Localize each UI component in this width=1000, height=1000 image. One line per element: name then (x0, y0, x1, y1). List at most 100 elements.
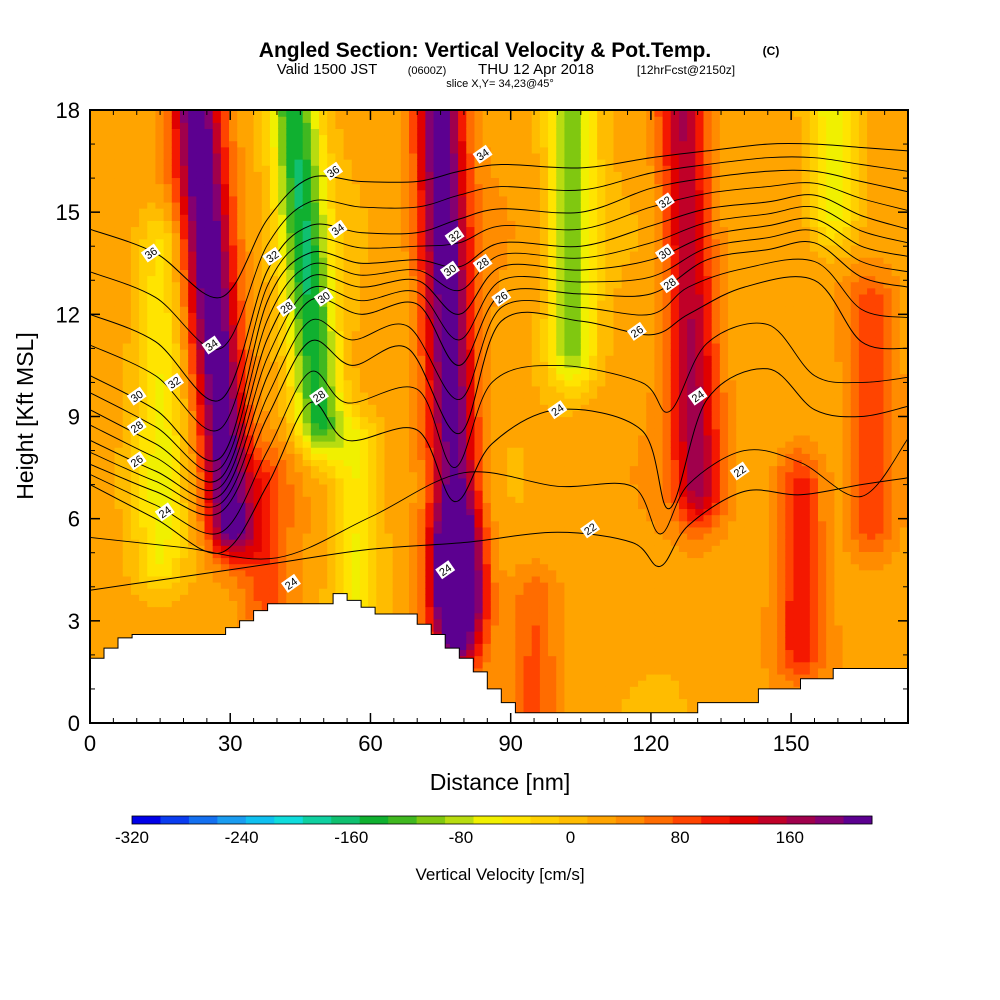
velocity-cell (319, 201, 328, 209)
velocity-cell (179, 588, 189, 595)
velocity-cell (319, 422, 328, 430)
velocity-cell (417, 128, 426, 136)
velocity-cell (343, 508, 353, 516)
velocity-cell (425, 520, 435, 528)
velocity-cell (441, 575, 451, 583)
velocity-cell (327, 159, 336, 166)
velocity-cell (302, 483, 312, 491)
velocity-cell (335, 563, 345, 571)
velocity-cell (310, 220, 320, 228)
velocity-cell (130, 318, 140, 326)
velocity-cell (204, 557, 214, 565)
velocity-cell (147, 563, 157, 571)
velocity-cell (253, 422, 263, 430)
velocity-cell (417, 606, 426, 614)
velocity-cell (310, 201, 320, 209)
velocity-cell (278, 232, 287, 240)
velocity-cell (368, 287, 377, 295)
velocity-cell (237, 428, 247, 436)
velocity-cell (229, 367, 238, 375)
velocity-cell (130, 551, 140, 559)
velocity-cell (417, 330, 426, 338)
velocity-cell (302, 539, 312, 546)
velocity-cell (417, 281, 426, 289)
velocity-cell (106, 410, 116, 418)
velocity-cell (171, 502, 181, 510)
velocity-cell (302, 490, 312, 497)
velocity-cell (359, 189, 369, 197)
velocity-cell (449, 600, 459, 608)
velocity-cell (319, 575, 328, 583)
velocity-cell (155, 336, 165, 344)
velocity-cell (204, 287, 214, 295)
velocity-cell (114, 177, 124, 185)
velocity-cell (335, 355, 345, 362)
velocity-cell (163, 122, 173, 129)
velocity-cell (278, 165, 287, 172)
velocity-cell (294, 110, 304, 117)
velocity-cell (237, 110, 247, 117)
velocity-cell (294, 134, 304, 142)
velocity-cell (253, 539, 263, 546)
velocity-cell (171, 214, 181, 221)
velocity-cell (261, 545, 271, 552)
velocity-cell (474, 477, 484, 485)
velocity-cell (490, 532, 500, 540)
velocity-cell (253, 459, 263, 467)
velocity-cell (269, 208, 279, 215)
velocity-cell (466, 398, 476, 405)
velocity-cell (482, 312, 492, 320)
velocity-cell (155, 355, 165, 362)
velocity-cell (212, 594, 222, 601)
velocity-cell (204, 508, 214, 516)
velocity-cell (327, 582, 336, 589)
velocity-cell (237, 514, 247, 522)
velocity-cell (90, 459, 99, 467)
velocity-cell (130, 183, 140, 191)
velocity-cell (319, 471, 328, 479)
velocity-cell (106, 361, 116, 369)
velocity-cell (302, 208, 312, 215)
velocity-cell (130, 588, 140, 595)
velocity-cell (204, 520, 214, 528)
velocity-cell (327, 453, 336, 461)
velocity-cell (114, 631, 124, 638)
velocity-cell (171, 287, 181, 295)
velocity-cell (261, 116, 271, 123)
velocity-cell (212, 447, 222, 454)
velocity-cell (319, 404, 328, 411)
velocity-cell (335, 477, 345, 485)
velocity-cell (343, 287, 353, 295)
velocity-cell (278, 330, 287, 338)
velocity-cell (212, 140, 222, 148)
velocity-cell (171, 520, 181, 528)
velocity-cell (319, 514, 328, 522)
velocity-cell (359, 600, 369, 608)
velocity-cell (286, 471, 296, 479)
velocity-cell (212, 557, 222, 565)
velocity-cell (261, 434, 271, 442)
velocity-cell (278, 447, 287, 454)
velocity-cell (196, 269, 206, 277)
velocity-cell (98, 563, 107, 571)
velocity-cell (204, 355, 214, 362)
velocity-cell (196, 612, 206, 620)
velocity-cell (179, 306, 189, 313)
velocity-cell (212, 361, 222, 369)
velocity-cell (114, 171, 124, 179)
velocity-cell (155, 116, 165, 123)
velocity-cell (384, 520, 394, 528)
velocity-cell (302, 330, 312, 338)
velocity-cell (155, 128, 165, 136)
velocity-cell (147, 134, 157, 142)
velocity-cell (229, 140, 238, 148)
velocity-cell (368, 263, 377, 270)
velocity-cell (204, 373, 214, 381)
velocity-cell (392, 532, 402, 540)
velocity-cell (482, 318, 492, 326)
velocity-cell (122, 532, 132, 540)
velocity-cell (130, 496, 140, 503)
velocity-cell (409, 183, 418, 191)
velocity-cell (319, 165, 328, 172)
velocity-cell (237, 551, 247, 559)
